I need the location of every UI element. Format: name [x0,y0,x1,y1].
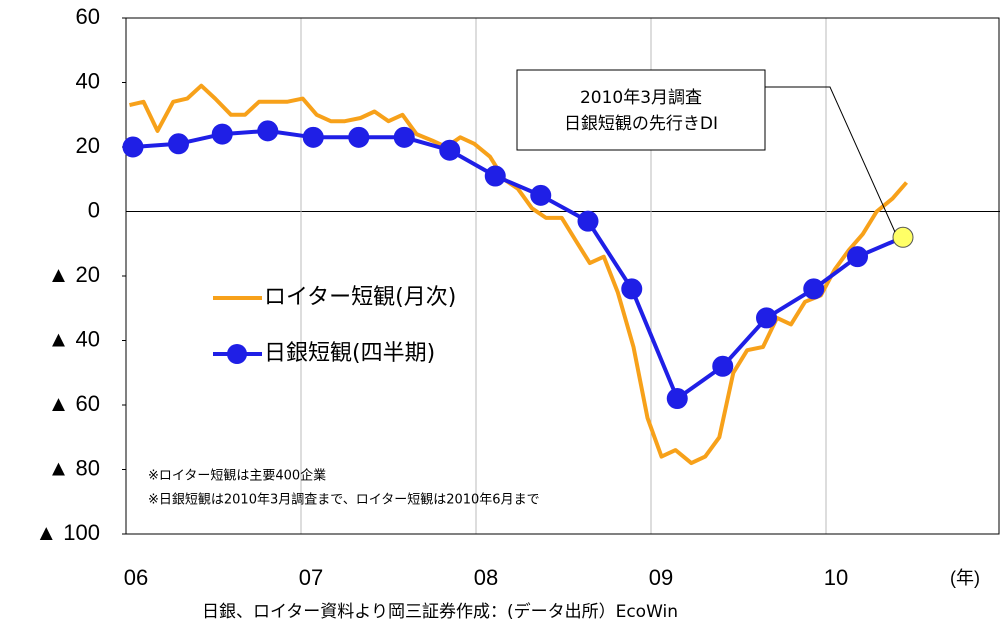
series-marker [621,278,643,300]
series-marker [168,133,189,155]
x-tick-label: 07 [299,565,323,590]
y-tick-label: 0 [88,197,100,222]
series-marker [122,136,144,158]
series-marker [211,123,233,145]
series-marker [484,165,506,187]
annotation-line: 2010年3月調査 [580,88,702,108]
annotation-box [516,69,766,151]
source: 日銀、ロイター資料より岡三証券作成：(データ出所）EcoWin [202,601,678,622]
series-marker [803,278,825,300]
plot-frame [125,17,1000,535]
legend-marker [227,344,247,364]
series-marker [348,126,370,148]
series-line [132,128,904,401]
legend-label: 日銀短観(四半期) [264,341,435,366]
note: ※ロイター短観は主要400企業 [148,468,326,484]
series-marker [302,126,324,148]
y-tick-label: 40 [76,68,100,93]
series-marker [666,388,688,410]
series-layer [122,83,914,466]
series-marker [577,210,599,232]
y-tick-label: ▲ 20 [48,262,100,287]
y-tick-label: ▲ 100 [35,520,100,545]
x-axis-label: (年) [950,568,980,588]
x-tick-label: 10 [824,565,848,590]
x-tick-label: 06 [124,565,148,590]
annotation-leader [765,86,896,233]
x-tick-label: 09 [649,565,673,590]
series-marker [892,226,914,248]
series-marker [257,120,279,142]
series-marker [847,246,868,268]
y-tick-label: ▲ 80 [48,455,100,480]
y-tick-label: ▲ 60 [48,391,100,416]
series-marker [530,184,552,206]
y-tick-label: 60 [76,4,100,29]
y-tick-label: 20 [76,133,100,158]
y-tick-label: ▲ 40 [48,326,100,351]
series-marker [756,307,777,329]
series-marker [712,355,734,377]
series-marker [439,139,461,161]
annotation-line: 日銀短観の先行きDI [564,114,718,134]
note: ※日銀短観は2010年3月調査まで、ロイター短観は2010年6月まで [148,493,540,508]
series-line [129,83,909,466]
series-marker [393,126,415,148]
legend-label: ロイター短観(月次) [264,285,456,310]
x-tick-label: 08 [474,565,498,590]
